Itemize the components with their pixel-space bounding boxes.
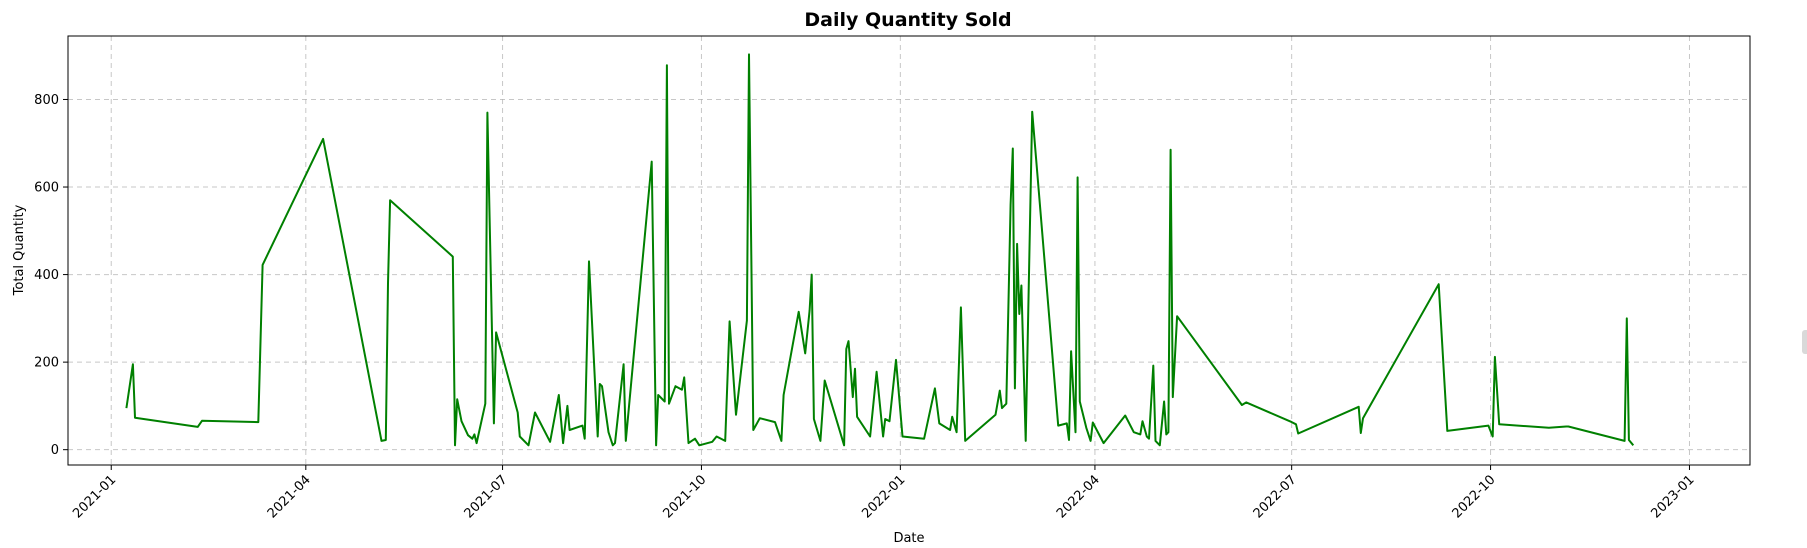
plot-frame [67, 35, 1751, 466]
x-tick-label: 2022-01 [859, 472, 908, 521]
x-tick-label: 2021-10 [660, 472, 709, 521]
series-layer [125, 53, 1635, 447]
x-tick-label: 2021-01 [70, 472, 119, 521]
y-tick-label: 600 [34, 181, 59, 196]
scrollbar-handle[interactable] [1802, 330, 1807, 354]
x-tick-label: 2021-07 [462, 472, 511, 521]
y-tick-label: 0 [51, 443, 59, 458]
x-tick-label: 2022-04 [1054, 472, 1103, 521]
y-tick-label: 400 [34, 268, 59, 283]
series-line [125, 53, 1635, 447]
x-axis-label: Date [893, 531, 924, 546]
x-tick-label: 2023-01 [1648, 472, 1697, 521]
y-tick-label: 200 [34, 356, 59, 371]
x-tick-label: 2022-10 [1450, 472, 1499, 521]
x-axis-ticks: 2021-01 2021-04 2021-07 2021-10 2022-01 2022-… [70, 465, 1698, 521]
x-tick-label: 2022-07 [1251, 472, 1300, 521]
x-tick-label: 2021-04 [265, 472, 314, 521]
chart-title: Daily Quantity Sold [804, 9, 1011, 31]
y-tick-label: 800 [34, 93, 59, 108]
y-axis-ticks: 0 200 400 600 800 [34, 93, 68, 458]
y-axis-label: Total Quantity [12, 204, 27, 296]
